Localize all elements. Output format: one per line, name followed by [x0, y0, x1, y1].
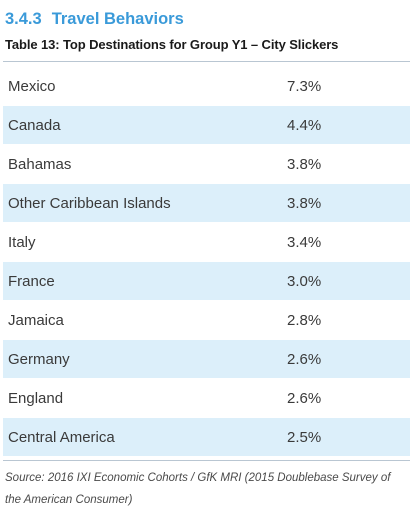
table-row: Italy 3.4%: [3, 222, 410, 261]
table-row: Germany 2.6%: [3, 339, 410, 378]
table-row: Bahamas 3.8%: [3, 144, 410, 183]
percent-cell: 4.4%: [287, 116, 322, 134]
percent-cell: 3.4%: [287, 233, 322, 251]
destinations-table: Mexico 7.3% Canada 4.4% Bahamas 3.8% Oth…: [3, 61, 410, 461]
table-row: Central America 2.5%: [3, 417, 410, 456]
destination-cell: England: [8, 389, 64, 407]
percent-cell: 2.5%: [287, 428, 322, 446]
percent-cell: 3.0%: [287, 272, 322, 290]
percent-cell: 2.6%: [287, 389, 322, 407]
percent-cell: 3.8%: [287, 194, 322, 212]
destination-cell: Canada: [8, 116, 61, 134]
destination-cell: Central America: [8, 428, 115, 446]
destination-cell: Bahamas: [8, 155, 72, 173]
source-note: Source: 2016 IXI Economic Cohorts / GfK …: [5, 472, 391, 506]
destination-cell: Jamaica: [8, 311, 64, 329]
destination-cell: Other Caribbean Islands: [8, 194, 171, 212]
percent-cell: 2.8%: [287, 311, 322, 329]
section-number: 3.4.3: [5, 10, 42, 28]
table-row: Canada 4.4%: [3, 105, 410, 144]
destination-cell: Germany: [8, 350, 70, 368]
section-title: Travel Behaviors: [51, 10, 184, 28]
percent-cell: 3.8%: [287, 155, 322, 173]
destination-cell: Mexico: [8, 77, 56, 95]
table-row: England 2.6%: [3, 378, 410, 417]
section-heading: 3.4.3 Travel Behaviors: [5, 10, 184, 29]
percent-cell: 7.3%: [287, 77, 322, 95]
table-row: Jamaica 2.8%: [3, 300, 410, 339]
percent-cell: 2.6%: [287, 350, 322, 368]
table-title: Table 13: Top Destinations for Group Y1 …: [5, 37, 339, 52]
destination-cell: France: [8, 272, 55, 290]
table-row: Mexico 7.3%: [3, 66, 410, 105]
table-row: Other Caribbean Islands 3.8%: [3, 183, 410, 222]
destination-cell: Italy: [8, 233, 36, 251]
table-row: France 3.0%: [3, 261, 410, 300]
